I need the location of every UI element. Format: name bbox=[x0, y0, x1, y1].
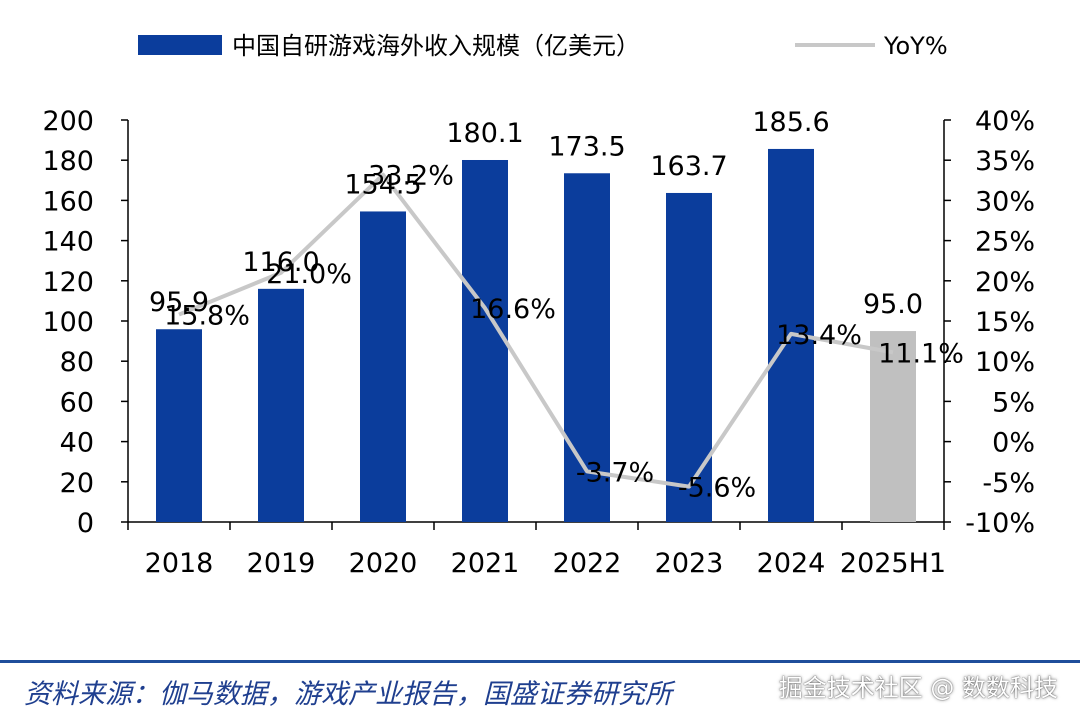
right-tick-label: 30% bbox=[975, 186, 1035, 217]
x-tick-label: 2023 bbox=[655, 548, 724, 579]
bar-value-label: 154.5 bbox=[344, 169, 421, 200]
left-tick-label: 20 bbox=[60, 468, 94, 499]
bar-value-label: 116.0 bbox=[242, 247, 319, 278]
yoy-value-label: 15.8% bbox=[164, 301, 250, 332]
bar bbox=[360, 211, 406, 522]
right-tick-label: -10% bbox=[965, 508, 1035, 539]
right-tick-label: 15% bbox=[975, 307, 1035, 338]
right-tick-label: 40% bbox=[975, 106, 1035, 137]
right-tick-label: 5% bbox=[992, 387, 1035, 418]
bar bbox=[870, 331, 916, 522]
bar-value-label: 173.5 bbox=[548, 131, 625, 162]
right-tick-label: 20% bbox=[975, 267, 1035, 298]
bar bbox=[258, 288, 304, 522]
bar bbox=[156, 329, 202, 522]
right-tick-label: 25% bbox=[975, 227, 1035, 258]
yoy-value-label: 13.4% bbox=[776, 320, 862, 351]
left-tick-label: 160 bbox=[42, 186, 94, 217]
yoy-value-label: -5.6% bbox=[678, 473, 756, 504]
bar-value-label: 95.0 bbox=[863, 289, 923, 320]
x-tick-label: 2019 bbox=[247, 548, 316, 579]
left-tick-label: 40 bbox=[60, 428, 94, 459]
source-footer: 资料来源：伽马数据，游戏产业报告，国盛证券研究所 bbox=[0, 660, 1080, 714]
right-tick-label: 35% bbox=[975, 146, 1035, 177]
yoy-value-label: 21.0% bbox=[266, 259, 352, 290]
yoy-polyline bbox=[178, 172, 894, 489]
bar-value-label: 180.1 bbox=[446, 118, 523, 149]
legend-line-label: YoY% bbox=[883, 32, 948, 60]
left-tick-label: 180 bbox=[42, 146, 94, 177]
left-tick-label: 100 bbox=[42, 307, 94, 338]
x-tick-label: 2018 bbox=[145, 548, 214, 579]
x-tick-label: 2021 bbox=[451, 548, 520, 579]
yoy-value-label: 33.2% bbox=[368, 161, 454, 192]
x-tick-label: 2024 bbox=[757, 548, 826, 579]
left-tick-label: 140 bbox=[42, 227, 94, 258]
chart: 中国自研游戏海外收入规模（亿美元） YoY% 0 20 40 60 80 100 120 14… bbox=[42, 32, 1035, 579]
right-tick-label: 10% bbox=[975, 347, 1035, 378]
yoy-value-label: 16.6% bbox=[470, 294, 556, 325]
left-tick-label: 120 bbox=[42, 267, 94, 298]
legend: 中国自研游戏海外收入规模（亿美元） YoY% bbox=[138, 32, 948, 60]
right-tick-label: -5% bbox=[982, 468, 1035, 499]
yoy-value-label: 11.1% bbox=[878, 338, 964, 369]
bar-value-label: 163.7 bbox=[650, 151, 727, 182]
watermark: 掘金技术社区 @ 数数科技 bbox=[778, 674, 1058, 702]
x-tick-label: 2022 bbox=[553, 548, 622, 579]
legend-bar-label: 中国自研游戏海外收入规模（亿美元） bbox=[232, 32, 640, 60]
source-text: 资料来源：伽马数据，游戏产业报告，国盛证券研究所 bbox=[24, 679, 672, 710]
left-tick-label: 0 bbox=[77, 508, 94, 539]
yoy-line bbox=[178, 172, 894, 489]
yoy-value-label: -3.7% bbox=[576, 457, 654, 488]
left-tick-label: 80 bbox=[60, 347, 94, 378]
right-tick-label: 0% bbox=[992, 428, 1035, 459]
bar bbox=[564, 173, 610, 522]
bar-value-label: 95.9 bbox=[149, 287, 209, 318]
left-tick-label: 200 bbox=[42, 106, 94, 137]
legend-bar-swatch bbox=[138, 35, 222, 55]
axes: 0 20 40 60 80 100 120 140 160 180 200 -10% -5% 0% 5% 10… bbox=[42, 106, 1035, 579]
bar-value-label: 185.6 bbox=[752, 107, 829, 138]
bars bbox=[156, 148, 916, 522]
bar bbox=[462, 159, 508, 522]
left-tick-label: 60 bbox=[60, 387, 94, 418]
source-divider bbox=[0, 660, 1080, 663]
data-labels: 95.9 116.0 154.5 180.1 173.5 163.7 185.6 95.0 15… bbox=[149, 107, 964, 504]
x-tick-label: 2020 bbox=[349, 548, 418, 579]
x-tick-label: 2025H1 bbox=[840, 548, 946, 579]
